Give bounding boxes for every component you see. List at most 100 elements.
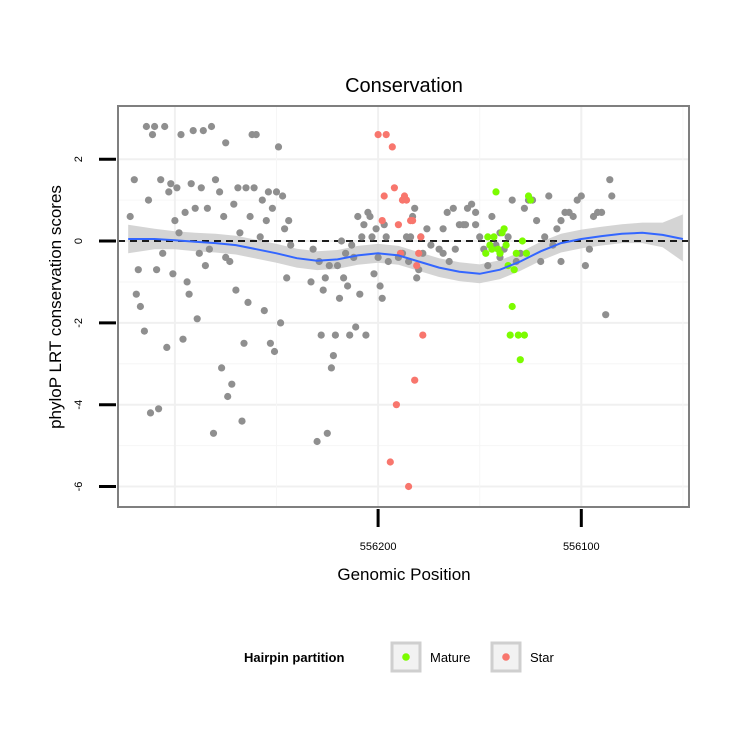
data-point-mature <box>482 249 490 257</box>
data-point-other <box>228 380 236 388</box>
data-point-other <box>146 409 155 417</box>
data-point-other <box>193 315 201 323</box>
data-point-other <box>238 417 246 425</box>
data-point-other <box>270 347 279 356</box>
y-tick-label: -2 <box>73 318 85 328</box>
data-point-other <box>368 233 376 241</box>
data-point-other <box>557 217 565 225</box>
data-point-other <box>144 196 153 204</box>
data-point-other <box>207 122 216 131</box>
legend-title: Hairpin partition <box>244 650 344 665</box>
data-point-other <box>268 204 276 212</box>
data-point-other <box>274 143 283 151</box>
y-tick-label: 0 <box>73 238 85 244</box>
chart-title: Conservation <box>345 75 463 97</box>
data-point-other <box>309 245 317 253</box>
legend: Hairpin partition Mature Star <box>244 641 555 673</box>
data-point-other <box>262 217 270 225</box>
data-point-other <box>439 225 447 233</box>
data-point-other <box>264 188 272 196</box>
data-point-other <box>449 204 457 212</box>
data-point-other <box>187 180 195 188</box>
data-point-other <box>272 188 281 196</box>
data-point-other <box>472 221 480 229</box>
data-point-other <box>557 257 565 266</box>
data-point-other <box>427 241 435 249</box>
data-point-other <box>222 253 230 261</box>
data-point-other <box>169 270 177 278</box>
data-point-other <box>537 257 545 266</box>
data-point-other <box>216 188 224 196</box>
data-point-other <box>545 192 553 200</box>
data-point-other <box>256 233 264 241</box>
data-point-other <box>354 212 362 221</box>
data-point-other <box>598 208 606 216</box>
data-point-other <box>476 233 484 241</box>
data-point-other <box>451 245 459 253</box>
x-axis-title: Genomic Position <box>337 565 470 584</box>
data-point-other <box>413 274 421 282</box>
data-point-other <box>329 352 337 360</box>
data-point-other <box>520 204 529 212</box>
data-point-star <box>417 233 425 241</box>
data-point-mature <box>510 266 518 274</box>
data-point-other <box>337 237 346 245</box>
data-point-other <box>335 294 344 302</box>
data-point-other <box>189 127 197 135</box>
data-point-other <box>222 139 230 147</box>
data-points <box>126 122 616 491</box>
data-point-other <box>533 217 541 225</box>
data-point-other <box>218 364 226 372</box>
data-point-other <box>130 176 138 184</box>
data-point-mature <box>520 331 529 339</box>
data-point-other <box>488 212 496 221</box>
data-point-other <box>331 331 339 339</box>
data-point-other <box>258 196 266 204</box>
data-point-other <box>209 429 218 437</box>
data-point-other <box>195 249 203 257</box>
data-point-other <box>342 249 350 257</box>
data-point-mature <box>518 237 527 245</box>
data-point-other <box>132 290 140 298</box>
data-point-other <box>344 282 352 290</box>
data-point-other <box>181 208 189 216</box>
legend-label-mature: Mature <box>430 650 470 665</box>
data-point-other <box>358 233 366 241</box>
data-point-other <box>348 241 356 249</box>
data-point-other <box>411 204 419 212</box>
data-point-other <box>384 257 392 266</box>
data-point-other <box>199 127 207 135</box>
data-point-other <box>382 233 390 241</box>
data-point-other <box>504 233 512 241</box>
data-point-other <box>317 331 325 339</box>
data-point-star <box>390 184 398 192</box>
data-point-other <box>250 184 258 192</box>
data-point-other <box>569 212 577 221</box>
data-point-mature <box>502 241 510 249</box>
data-point-mature <box>488 245 496 253</box>
data-point-other <box>287 241 295 249</box>
data-point-other <box>157 176 165 184</box>
data-point-other <box>183 278 191 286</box>
data-point-star <box>405 482 413 491</box>
data-point-other <box>321 274 329 282</box>
data-point-other <box>224 392 232 401</box>
data-point-star <box>402 196 411 204</box>
legend-swatch-mature <box>402 653 410 661</box>
data-point-other <box>372 225 380 233</box>
data-point-other <box>242 184 250 192</box>
data-point-mature <box>522 249 531 257</box>
data-point-other <box>602 311 610 319</box>
data-point-other <box>313 437 321 446</box>
confidence-band <box>128 214 683 284</box>
data-point-other <box>366 212 374 221</box>
data-point-star <box>386 458 394 466</box>
data-point-other <box>246 212 254 221</box>
data-point-star <box>382 131 390 139</box>
data-point-mature <box>514 331 522 339</box>
data-point-other <box>201 262 209 270</box>
data-point-other <box>340 274 348 282</box>
data-point-other <box>230 200 238 208</box>
data-point-other <box>325 262 333 270</box>
data-point-other <box>205 245 213 253</box>
